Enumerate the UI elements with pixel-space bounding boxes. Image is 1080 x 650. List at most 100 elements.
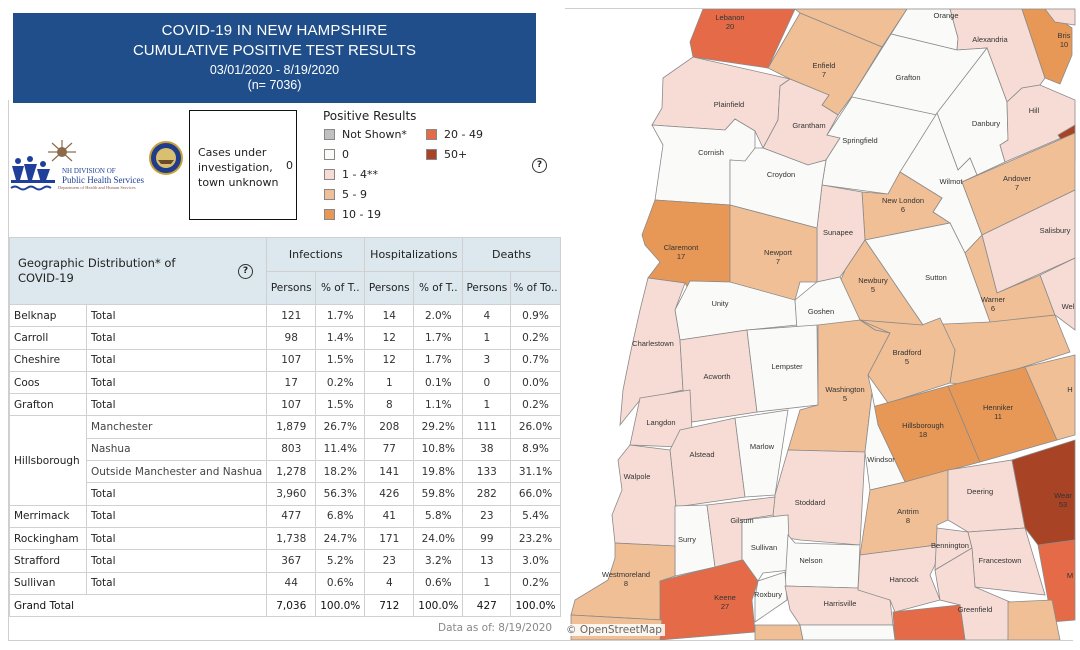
county-cell: Coos [9,370,87,395]
town-label: Acworth [703,372,730,381]
town-label: Newport [764,248,793,257]
town-label: Windsor [867,455,895,464]
legend-swatch [324,209,335,220]
town-count: 53 [1059,500,1067,509]
town-b4[interactable] [1007,599,1061,641]
table-row: Belknap Total 121 1.7% 14 2.0% 4 0.9% [9,303,561,328]
value-cell: 0.6% [315,571,366,595]
town-label: Sunapee [823,228,853,237]
dashboard-title: COVID-19 IN NEW HAMPSHIRE CUMULATIVE POS… [13,13,536,103]
town-bradford[interactable] [859,317,956,404]
value-cell: 17 [266,370,317,395]
legend-item[interactable]: 10 - 19 [324,208,381,221]
town-label: Orange [933,11,958,20]
help-icon[interactable]: ? [238,264,253,279]
value-cell: 1.7% [413,348,464,372]
town-label: Keene [714,593,736,602]
town-label: Grafton [895,73,920,82]
town-label: Danbury [972,119,1001,128]
town-label: Stoddard [795,498,825,507]
town-walpole[interactable] [611,444,677,547]
value-cell: 8.9% [510,437,561,462]
town-red2[interactable] [892,604,966,641]
town-count: 27 [721,602,729,611]
grand-total-value: 427 [462,593,512,618]
town-label: Springfield [842,136,877,145]
value-cell: 0.9% [510,303,561,328]
legend-item[interactable]: 5 - 9 [324,188,367,201]
town-label: Washington [825,385,864,394]
value-cell: 1.5% [315,348,366,372]
logo-text: NH DIVISION OF [62,167,116,175]
value-cell: 0.6% [413,571,464,595]
map-attribution[interactable]: © OpenStreetMap [563,624,665,636]
legend-item[interactable]: Not Shown* [324,128,407,141]
town-label: Antrim [897,507,919,516]
town-label: Gilsum [730,516,753,525]
value-cell: 171 [364,526,415,551]
frame-border [8,100,9,640]
legend-label: 20 - 49 [444,128,483,141]
town-h[interactable] [1024,354,1076,441]
value-cell: 367 [266,549,317,573]
value-cell: 8 [364,393,415,417]
legend-item[interactable]: 20 - 49 [426,128,483,141]
legend-item[interactable]: 1 - 4** [324,168,378,181]
town-label: Cornish [698,148,724,157]
town-ne[interactable] [1044,8,1076,26]
town-label: Hill [1029,106,1040,115]
legend-item[interactable]: 50+ [426,148,467,161]
town-alstead[interactable] [669,417,746,508]
value-cell: 38 [462,437,512,462]
value-cell: 24.7% [315,526,366,551]
town-label: Nelson [799,556,822,565]
town-count: 5 [871,285,875,294]
value-cell: 0.2% [510,393,561,417]
town-label: New London [882,196,924,205]
subregion-cell: Total [85,504,268,528]
value-cell: 12 [364,348,415,372]
town-wel[interactable] [1039,257,1076,331]
town-label: Wel [1062,302,1075,311]
value-cell: 3 [462,348,512,372]
town-francestown[interactable] [967,527,1046,596]
town-count: 8 [624,579,628,588]
svg-text:Public Health Services: Public Health Services [62,175,144,185]
table-row: Carroll Total 98 1.4% 12 1.7% 1 0.2% [9,326,561,350]
town-m[interactable] [1037,539,1076,623]
town-acworth[interactable] [679,329,758,423]
town-label: Walpole [624,472,651,481]
value-cell: 99 [462,526,512,551]
value-cell: 1.5% [315,393,366,417]
table-row: Rockingham Total 1,738 24.7% 171 24.0% 99 23.2% [9,526,561,551]
help-icon[interactable]: ? [532,158,547,173]
town-count: 5 [843,394,847,403]
subregion-cell: Total [85,326,268,350]
title-line2: CUMULATIVE POSITIVE TEST RESULTS [132,42,417,59]
town-deering[interactable] [947,459,1026,533]
subregion-cell: Total [85,393,268,417]
frame-border [8,640,1073,641]
value-cell: 56.3% [315,482,366,506]
town-label: H [1067,385,1072,394]
subheader-persons: Persons [462,271,512,305]
town-label: Newbury [858,276,888,285]
legend-label: 5 - 9 [342,188,367,201]
town-label: Unity [711,299,728,308]
legend-item[interactable]: 0 [324,148,349,161]
subregion-cell: Total [85,348,268,372]
town-lebanon[interactable] [689,8,796,69]
value-cell: 1 [462,393,512,417]
table-row: Cheshire Total 107 1.5% 12 1.7% 3 0.7% [9,348,561,372]
table-row: Nashua 803 11.4% 77 10.8% 38 8.9% [10,437,561,462]
town-b3[interactable] [799,624,896,641]
town-roxbury[interactable] [754,571,788,623]
legend-swatch [324,189,335,200]
legend-swatch [426,149,437,160]
title-dates: 03/01/2020 - 8/19/2020 [209,63,340,77]
town-label: Bennington [931,541,969,550]
town-b2[interactable] [754,624,804,641]
value-cell: 10.8% [413,437,464,462]
value-cell: 26.0% [510,415,561,439]
